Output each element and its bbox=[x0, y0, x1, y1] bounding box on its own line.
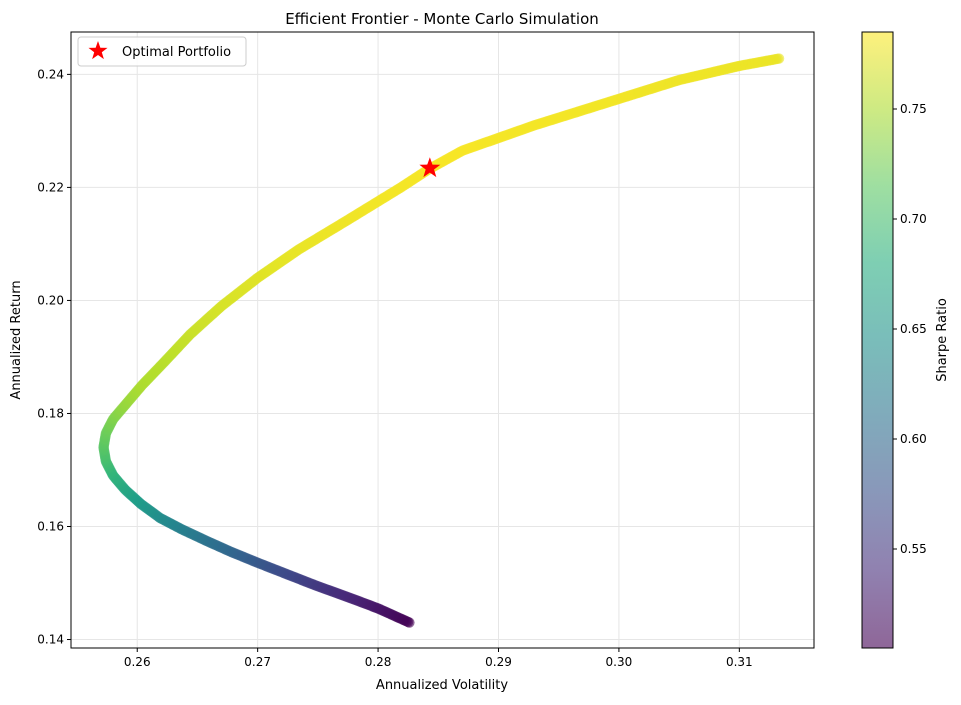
x-tick-label: 0.27 bbox=[244, 655, 271, 669]
x-tick-label: 0.29 bbox=[485, 655, 512, 669]
legend-label-optimal-portfolio: Optimal Portfolio bbox=[122, 45, 231, 60]
legend-star-icon bbox=[88, 41, 108, 60]
y-axis-label: Annualized Return bbox=[9, 280, 24, 399]
y-tick-label: 0.24 bbox=[37, 67, 64, 81]
colorbar-tick-label: 0.55 bbox=[900, 542, 927, 556]
frontier-points bbox=[98, 53, 785, 628]
colorbar-tick-label: 0.65 bbox=[900, 322, 927, 336]
x-tick-label: 0.31 bbox=[726, 655, 753, 669]
y-tick-label: 0.14 bbox=[37, 633, 64, 647]
y-tick-label: 0.20 bbox=[37, 293, 64, 307]
colorbar-tick-label: 0.60 bbox=[900, 432, 927, 446]
frontier-point bbox=[773, 53, 785, 64]
colorbar-tick-label: 0.75 bbox=[900, 102, 927, 116]
x-axis-label: Annualized Volatility bbox=[376, 678, 508, 693]
y-tick-label: 0.16 bbox=[37, 519, 64, 533]
optimal-portfolio-marker bbox=[419, 157, 441, 178]
optimal-portfolio-star bbox=[419, 157, 441, 178]
x-tick-label: 0.26 bbox=[124, 655, 151, 669]
plot-area-frame bbox=[70, 31, 815, 649]
x-tick-label: 0.30 bbox=[606, 655, 633, 669]
y-tick-label: 0.18 bbox=[37, 406, 64, 420]
legend-box bbox=[77, 36, 247, 67]
colorbar-label: Sharpe Ratio bbox=[935, 298, 950, 382]
x-tick-label: 0.28 bbox=[365, 655, 392, 669]
grid-lines bbox=[71, 32, 814, 648]
y-axis-ticks: 0.14 0.16 0.18 0.20 0.22 0.24 bbox=[37, 67, 71, 647]
x-axis-ticks: 0.26 0.27 0.28 0.29 0.30 0.31 bbox=[124, 648, 753, 669]
colorbar-gradient bbox=[861, 31, 894, 649]
colorbar-tick-label: 0.70 bbox=[900, 212, 927, 226]
legend: Optimal Portfolio bbox=[77, 36, 247, 67]
y-tick-label: 0.22 bbox=[37, 180, 64, 194]
colorbar: 0.55 0.60 0.65 0.70 0.75 Sharpe Ratio bbox=[861, 31, 950, 649]
chart-title: Efficient Frontier - Monte Carlo Simulat… bbox=[285, 10, 599, 28]
colorbar-ticks: 0.55 0.60 0.65 0.70 0.75 bbox=[893, 102, 927, 556]
